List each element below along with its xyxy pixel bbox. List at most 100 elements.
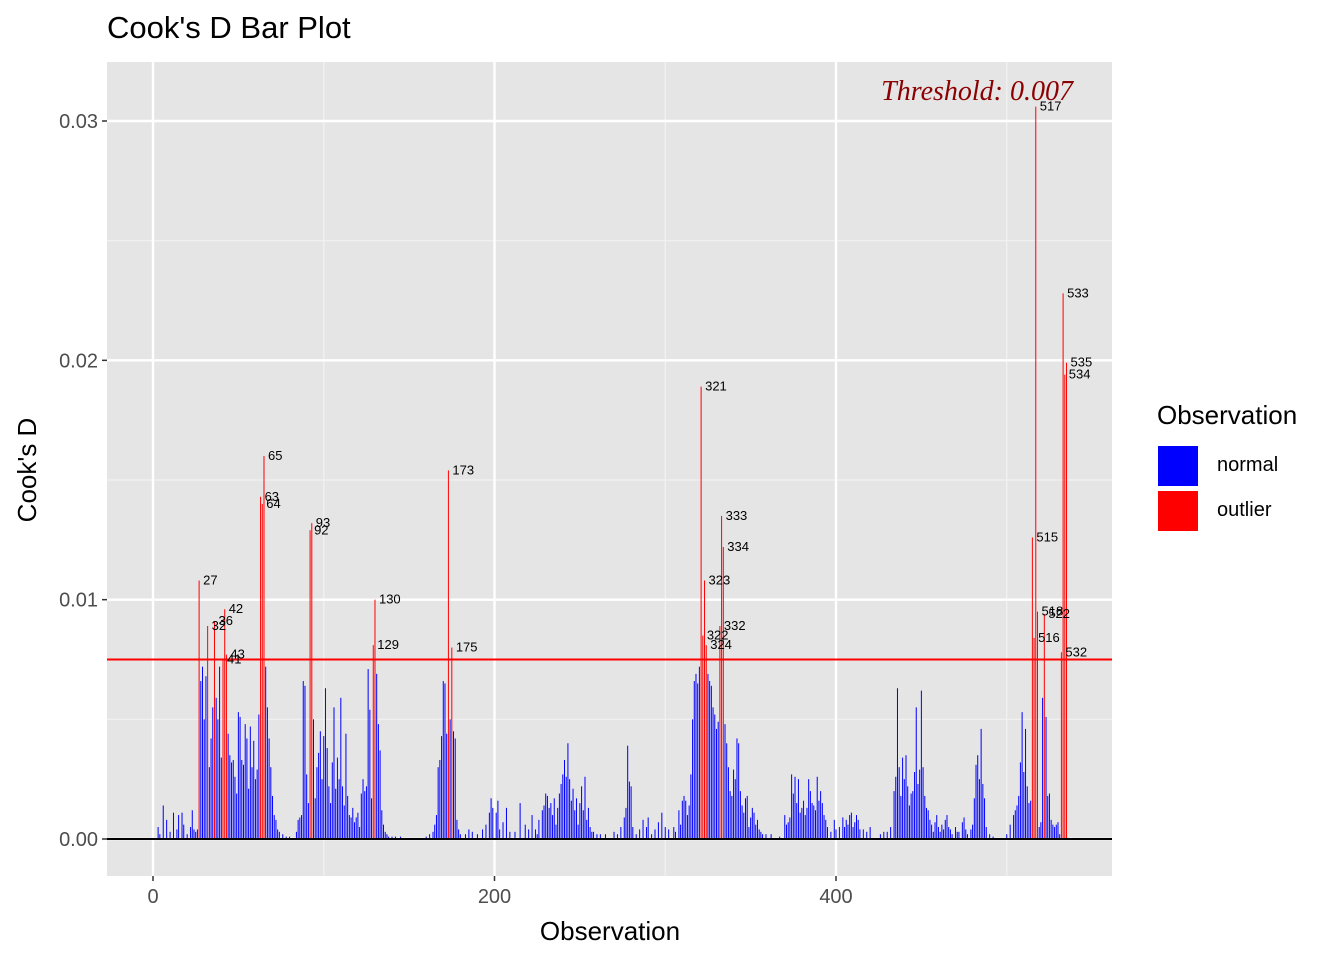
bar-normal: [661, 812, 663, 839]
bar-normal: [574, 810, 576, 839]
bar-normal: [355, 817, 357, 839]
bar-normal: [302, 681, 304, 839]
bar-normal: [852, 827, 854, 839]
bar-outlier: [1062, 293, 1064, 839]
bar-normal: [266, 707, 268, 839]
bar-normal: [943, 829, 945, 839]
bar-normal: [956, 831, 958, 839]
bar-normal: [970, 829, 972, 839]
bar-normal: [176, 829, 178, 839]
bar-normal: [446, 733, 448, 839]
bar-normal: [258, 714, 260, 839]
bar-normal: [453, 731, 455, 839]
bar-normal: [282, 834, 284, 839]
bar-normal: [273, 815, 275, 839]
bar-normal: [792, 793, 794, 839]
bar-normal: [557, 807, 559, 839]
outlier-label: 41: [227, 652, 241, 667]
bar-normal: [476, 834, 478, 839]
bar-normal: [324, 688, 326, 839]
bar-normal: [692, 719, 694, 839]
bar-normal: [813, 805, 815, 839]
bar-normal: [917, 783, 919, 839]
bar-normal: [343, 805, 345, 839]
bar-normal: [229, 755, 231, 839]
bar-normal: [295, 831, 297, 839]
bar-normal: [256, 769, 258, 839]
bar-normal: [352, 807, 354, 839]
x-axis: 0 200 400: [147, 876, 853, 908]
bar-normal: [253, 740, 255, 839]
bar-normal: [978, 779, 980, 839]
bar-normal: [632, 827, 634, 839]
bar-normal: [278, 831, 280, 839]
bar-normal: [219, 666, 221, 839]
bar-normal: [750, 817, 752, 839]
bar-normal: [678, 810, 680, 839]
bar-normal: [951, 834, 953, 839]
x-tick-label: 200: [478, 886, 511, 908]
bar-normal: [159, 834, 161, 839]
bar-normal: [820, 791, 822, 839]
bar-outlier: [719, 625, 721, 839]
bar-normal: [575, 798, 577, 839]
bar-normal: [388, 836, 390, 839]
bar-normal: [454, 738, 456, 839]
bar-normal: [791, 774, 793, 839]
bar-outlier: [1035, 106, 1037, 839]
bar-normal: [381, 810, 383, 839]
bar-normal: [963, 817, 965, 839]
bar-normal: [528, 829, 530, 839]
bar-normal: [232, 760, 234, 839]
legend-key-outlier: [1157, 489, 1199, 532]
bar-normal: [456, 819, 458, 839]
bar-normal: [1026, 786, 1028, 839]
bar-normal: [862, 829, 864, 839]
bar-normal: [806, 807, 808, 839]
bar-normal: [316, 767, 318, 839]
bar-normal: [353, 822, 355, 839]
bar-normal: [743, 812, 745, 839]
outlier-label: 517: [1040, 99, 1062, 114]
bar-normal: [277, 829, 279, 839]
bar-normal: [458, 829, 460, 839]
bar-normal: [958, 831, 960, 839]
bar-normal: [441, 736, 443, 839]
bar-normal: [497, 800, 499, 839]
bar-outlier: [451, 647, 453, 839]
legend-item-outlier: outlier: [1157, 488, 1297, 533]
bar-normal: [367, 669, 369, 839]
bar-normal: [567, 743, 569, 839]
bar-normal: [582, 810, 584, 839]
bar-normal: [717, 721, 719, 839]
y-axis-title: Cook's D: [12, 418, 42, 523]
bar-outlier: [372, 645, 374, 839]
bar-normal: [936, 815, 938, 839]
bar-normal: [490, 798, 492, 839]
bar-normal: [731, 795, 733, 839]
bar-normal: [514, 831, 516, 839]
bar-normal: [756, 819, 758, 839]
bar-normal: [244, 724, 246, 839]
bar-normal: [739, 791, 741, 839]
bar-normal: [394, 836, 396, 839]
bar-normal: [534, 829, 536, 839]
bar-normal: [562, 774, 564, 839]
bar-normal: [1014, 810, 1016, 839]
bar-normal: [895, 776, 897, 839]
bar-normal: [1047, 795, 1049, 839]
bar-normal: [613, 831, 615, 839]
bar-normal: [377, 724, 379, 839]
bar-normal: [992, 836, 994, 839]
bar-normal: [893, 791, 895, 839]
bar-normal: [519, 803, 521, 839]
bar-normal: [835, 829, 837, 839]
outlier-label: 516: [1038, 630, 1060, 645]
bar-normal: [220, 757, 222, 839]
bar-normal: [866, 831, 868, 839]
legend-key-normal: [1157, 444, 1199, 487]
bar-normal: [599, 834, 601, 839]
bar-normal: [336, 757, 338, 839]
bar-normal: [333, 707, 335, 839]
bar-normal: [550, 803, 552, 839]
